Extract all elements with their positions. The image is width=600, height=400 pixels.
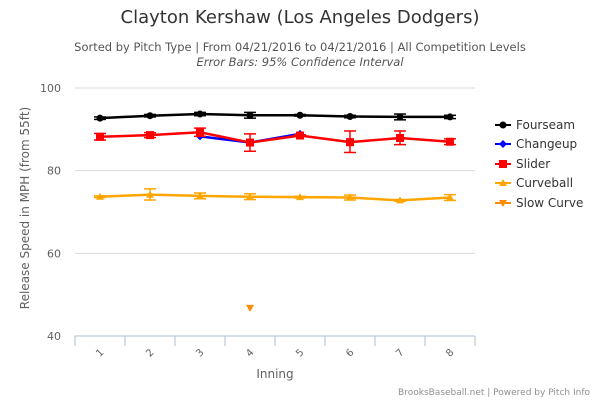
series-slow-curve [246, 304, 254, 312]
data-point [196, 128, 204, 137]
legend-item-changeup[interactable]: Changeup [495, 135, 583, 155]
data-point [146, 131, 154, 140]
data-point [146, 190, 154, 198]
y-axis-title: Release Speed in MPH (from 55ft) [18, 107, 32, 309]
data-point [446, 137, 454, 146]
legend-item-fourseam[interactable]: Fourseam [495, 115, 583, 135]
data-point [396, 134, 404, 143]
data-point [396, 113, 404, 121]
x-tick-label: 7 [394, 347, 406, 359]
subtitle-line-1: Sorted by Pitch Type | From 04/21/2016 t… [74, 40, 526, 54]
data-point [246, 192, 254, 200]
series-line [99, 112, 450, 120]
legend-item-slow-curve[interactable]: Slow Curve [495, 193, 583, 213]
legend-symbol-icon [495, 179, 511, 187]
series-curveball [94, 188, 456, 204]
data-point [446, 193, 454, 201]
data-point [296, 111, 304, 119]
x-axis-title: Inning [256, 367, 293, 381]
grid-lines [75, 87, 475, 254]
chart-subtitle: Sorted by Pitch Type | From 04/21/2016 t… [0, 40, 600, 70]
x-tick-label: 4 [244, 347, 256, 359]
data-point [446, 113, 454, 121]
y-tick-label: 80 [47, 165, 61, 178]
legend-label: Fourseam [516, 117, 576, 132]
data-point [346, 138, 354, 147]
legend-marker [499, 179, 507, 187]
data-point [246, 304, 254, 312]
legend-label: Curveball [516, 176, 574, 191]
legend-item-slider[interactable]: Slider [495, 154, 583, 174]
data-point [296, 131, 304, 140]
data-point [246, 138, 254, 147]
legend-symbol-icon [495, 159, 511, 168]
legend-symbol-icon [495, 121, 511, 129]
data-point [96, 192, 104, 200]
legend-symbol-icon [495, 199, 511, 207]
data-point [396, 196, 404, 204]
series-line [99, 130, 451, 144]
data-point [346, 113, 354, 121]
series-layer [94, 110, 456, 312]
credits-link[interactable]: BrooksBaseball.net | Powered by Pitch In… [398, 388, 590, 398]
legend-label: Slider [516, 156, 551, 171]
legend: Fourseam Changeup Slider Curveball Slow Curv… [495, 115, 583, 213]
data-point [146, 112, 154, 120]
legend-symbol-icon [495, 140, 511, 149]
data-point [196, 110, 204, 118]
legend-marker [499, 140, 507, 149]
y-tick-label: 60 [47, 247, 61, 260]
x-tick-label: 8 [444, 347, 456, 359]
x-tick-label: 6 [344, 347, 356, 359]
legend-marker [499, 121, 507, 129]
data-point [196, 191, 204, 199]
legend-label: Changeup [516, 137, 578, 152]
axes: 40 60 80 100 1 2 3 4 5 6 7 8 Inning Release Speed in … [18, 82, 476, 381]
legend-marker [499, 199, 507, 207]
x-tick-label: 2 [144, 347, 156, 359]
data-point [96, 114, 104, 122]
y-tick-label: 100 [40, 82, 61, 95]
series-fourseam [94, 110, 456, 122]
data-point [96, 132, 104, 141]
chart-title: Clayton Kershaw (Los Angeles Dodgers) [120, 7, 480, 28]
x-tick-label: 1 [94, 347, 106, 359]
series-line [99, 193, 451, 202]
subtitle-line-2: Error Bars: 95% Confidence Interval [196, 55, 404, 69]
legend-marker [499, 159, 507, 168]
legend-label: Slow Curve [516, 195, 584, 210]
y-tick-label: 40 [47, 330, 61, 343]
data-point [246, 111, 254, 119]
legend-item-curveball[interactable]: Curveball [495, 174, 583, 194]
data-point [296, 193, 304, 201]
series-slider [94, 127, 456, 154]
x-tick-label: 5 [294, 347, 306, 359]
data-point [346, 193, 354, 201]
x-tick-label: 3 [194, 347, 206, 359]
